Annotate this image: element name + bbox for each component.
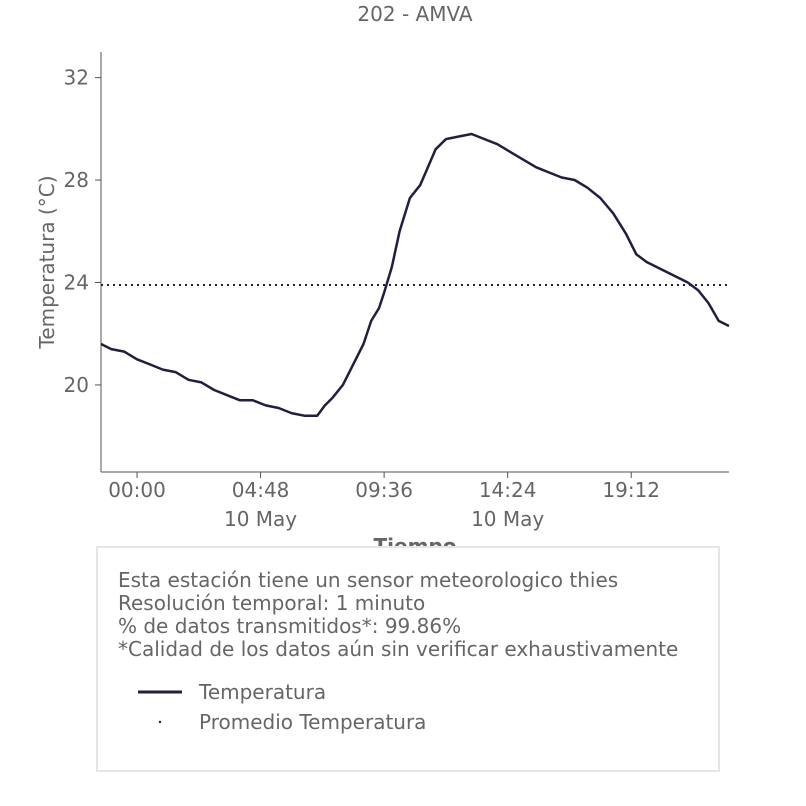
data-transmitted-note: % de datos transmitidos*: 99.86% [118,614,462,638]
x-tick-label: 19:12 [602,478,660,502]
legend-swatch-solid [138,690,182,694]
data-quality-note: *Calidad de los datos aún sin verificar … [118,637,679,661]
legend-swatch-dotted [158,720,162,724]
y-axis-label: Temperatura (°C) [35,175,59,349]
chart-title: 202 - AMVA [357,2,472,26]
y-tick-label: 24 [64,270,89,294]
temperature-line [100,132,730,417]
y-tick-label: 20 [64,373,89,397]
time-resolution-note: Resolución temporal: 1 minuto [118,591,426,615]
x-tick-label: 04:48 [232,478,290,502]
legend-label-promedio: Promedio Temperatura [199,710,427,734]
x-tick-label: 14:24 [479,478,537,502]
station-sensor-note: Esta estación tiene un sensor meteorolog… [118,568,619,592]
x-tick-date-label: 10 May [224,507,297,531]
y-tick-label: 32 [64,66,89,90]
y-tick-label: 28 [64,168,89,192]
info-legend-box: Esta estación tiene un sensor meteorolog… [96,546,720,772]
x-tick-date-label: 10 May [471,507,544,531]
legend-item-promedio: Promedio Temperatura [138,710,538,734]
legend-item-temperatura: Temperatura [138,680,538,704]
x-tick-label: 09:36 [355,478,413,502]
x-tick-label: 00:00 [108,478,166,502]
legend-label-temperatura: Temperatura [199,680,327,704]
